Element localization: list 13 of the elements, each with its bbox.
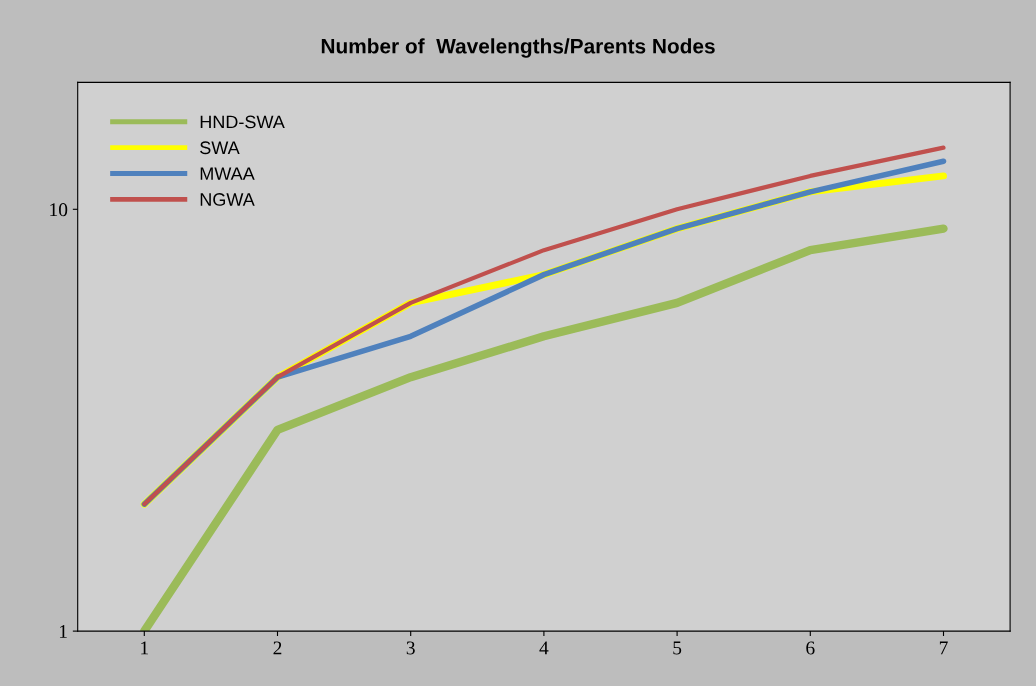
y-tick-label: 10: [50, 203, 68, 217]
legend-label: MWAA: [200, 167, 255, 180]
legend-label: NGWA: [200, 193, 255, 206]
x-tick-label: 7: [939, 641, 948, 655]
x-tick-label: 1: [141, 641, 148, 655]
x-tick-label: 4: [539, 641, 549, 655]
x-tick-label: 5: [673, 641, 682, 655]
legend-label: SWA: [200, 141, 240, 155]
x-tick-label: 2: [273, 641, 282, 655]
x-tick-label: 6: [806, 641, 815, 655]
legend-label: HND-SWA: [200, 115, 285, 129]
chart-title: Number of Wavelengths/Parents Nodes: [321, 38, 715, 58]
x-tick-label: 3: [406, 641, 415, 655]
